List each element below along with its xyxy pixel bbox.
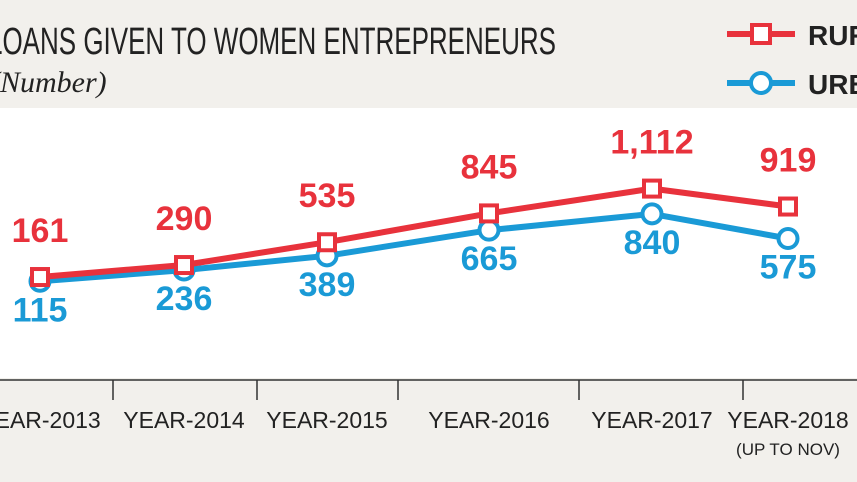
x-axis-labels: YEAR-2013 YEAR-2014 YEAR-2015 YEAR-2016 YEAR… [0,407,849,459]
chart-title: LOANS GIVEN TO WOMEN ENTREPRENEURS [0,21,556,63]
data-label-rural: 845 [461,148,518,186]
urban-point [640,202,664,226]
urban-point [477,218,501,242]
series-rural-line [39,185,789,280]
series-layer: 115 236 389 665 840 575 161 290 535 845 1,112 919 [12,124,817,330]
axis-panel [0,378,857,482]
data-label-rural: 535 [299,177,356,215]
rural-point [479,203,499,224]
x-tick-label: YEAR-2016 [428,407,549,433]
data-label-rural: 1,112 [610,124,693,162]
legend-rural-label: RURAL [808,20,857,51]
data-label-rural: 290 [156,200,213,238]
x-tick-label: YEAR-2014 [123,407,245,433]
data-label-rural: 919 [760,142,817,180]
data-label-rural: 161 [12,212,69,250]
legend-urban-label: URBAN [808,69,857,100]
legend-rural-marker [750,23,772,45]
chart-subtitle: (Number) [0,66,107,99]
x-tick-label: YEAR-2015 [266,407,387,433]
series-urban-line [39,210,789,285]
rural-point [778,196,798,217]
data-label-urban: 236 [156,280,213,318]
x-tick-note: (UP TO NOV) [736,440,840,459]
rural-point [317,232,337,253]
urban-point [776,227,800,251]
x-tick-label: YEAR-2013 [0,407,101,433]
legend: RURAL URBAN [727,20,857,100]
data-label-urban: 575 [760,249,817,287]
data-label-urban: 665 [461,240,518,278]
rural-point [30,267,50,288]
data-label-urban: 840 [624,224,681,262]
rural-point [642,178,662,199]
x-tick-label: YEAR-2018 [727,407,848,433]
legend-urban-marker [749,71,773,95]
x-tick-label: YEAR-2017 [591,407,712,433]
data-label-urban: 389 [299,266,356,304]
series-rural: 161 290 535 845 1,112 919 [12,124,817,288]
data-label-urban: 115 [13,291,68,329]
rural-point [174,255,194,276]
x-axis-ticks [112,380,744,400]
header-panel [0,0,857,108]
